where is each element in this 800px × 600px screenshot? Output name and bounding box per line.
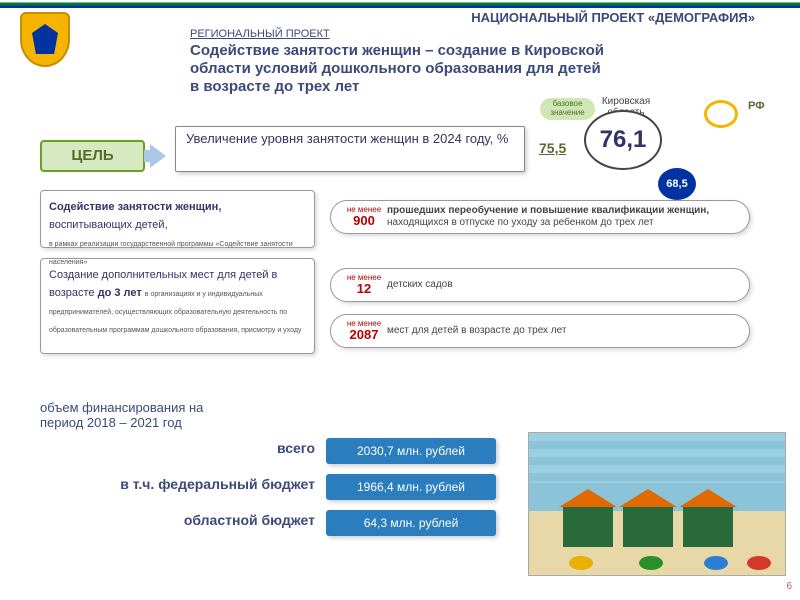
arrow-right-icon [150, 144, 166, 168]
fin-value-federal: 1966,4 млн. рублей [326, 474, 496, 500]
rf-value-circle: 68,5 [658, 168, 696, 200]
panel-employment: Содействие занятости женщин, воспитывающ… [40, 190, 315, 248]
flag-stripe [0, 0, 800, 8]
goal-badge: ЦЕЛЬ [40, 140, 145, 172]
coat-of-arms-icon [20, 12, 70, 67]
base-value: 75,5 [539, 140, 566, 156]
national-project-title: НАЦИОНАЛЬНЫЙ ПРОЕКТ «ДЕМОГРАФИЯ» [471, 10, 755, 25]
panel1-title: Содействие занятости женщин, воспитывающ… [49, 201, 221, 231]
pill-badge: не менее2087 [341, 318, 387, 346]
regional-project-label: РЕГИОНАЛЬНЫЙ ПРОЕКТ [190, 28, 330, 40]
fin-value-regional: 64,3 млн. рублей [326, 510, 496, 536]
fin-label-total: всего [205, 440, 315, 456]
main-value-circle: 76,1 [584, 110, 662, 170]
fin-label-regional: областной бюджет [115, 512, 315, 528]
panel-places: Создание дополнительных мест для детей в… [40, 258, 315, 354]
pill-badge: не менее12 [341, 272, 387, 300]
pill-women-retrained: не менее900 прошедших переобучение и пов… [330, 200, 750, 234]
fin-label-federal: в т.ч. федеральный бюджет [60, 476, 315, 492]
base-value-badge: базовое значение [540, 98, 595, 120]
fin-value-total: 2030,7 млн. рублей [326, 438, 496, 464]
financing-heading: объем финансирования на период 2018 – 20… [40, 400, 240, 430]
kindergarten-photo [528, 432, 786, 576]
pill-places: не менее2087 мест для детей в возрасте д… [330, 314, 750, 348]
goal-text-box: Увеличение уровня занятости женщин в 202… [175, 126, 525, 172]
rf-label: РФ [748, 100, 768, 112]
main-title: Содействие занятости женщин – создание в… [190, 42, 610, 96]
rf-circle-outline [704, 100, 738, 128]
pill-kindergartens: не менее12 детских садов [330, 268, 750, 302]
page-number: 6 [786, 581, 792, 592]
pill-badge: не менее900 [341, 204, 387, 232]
